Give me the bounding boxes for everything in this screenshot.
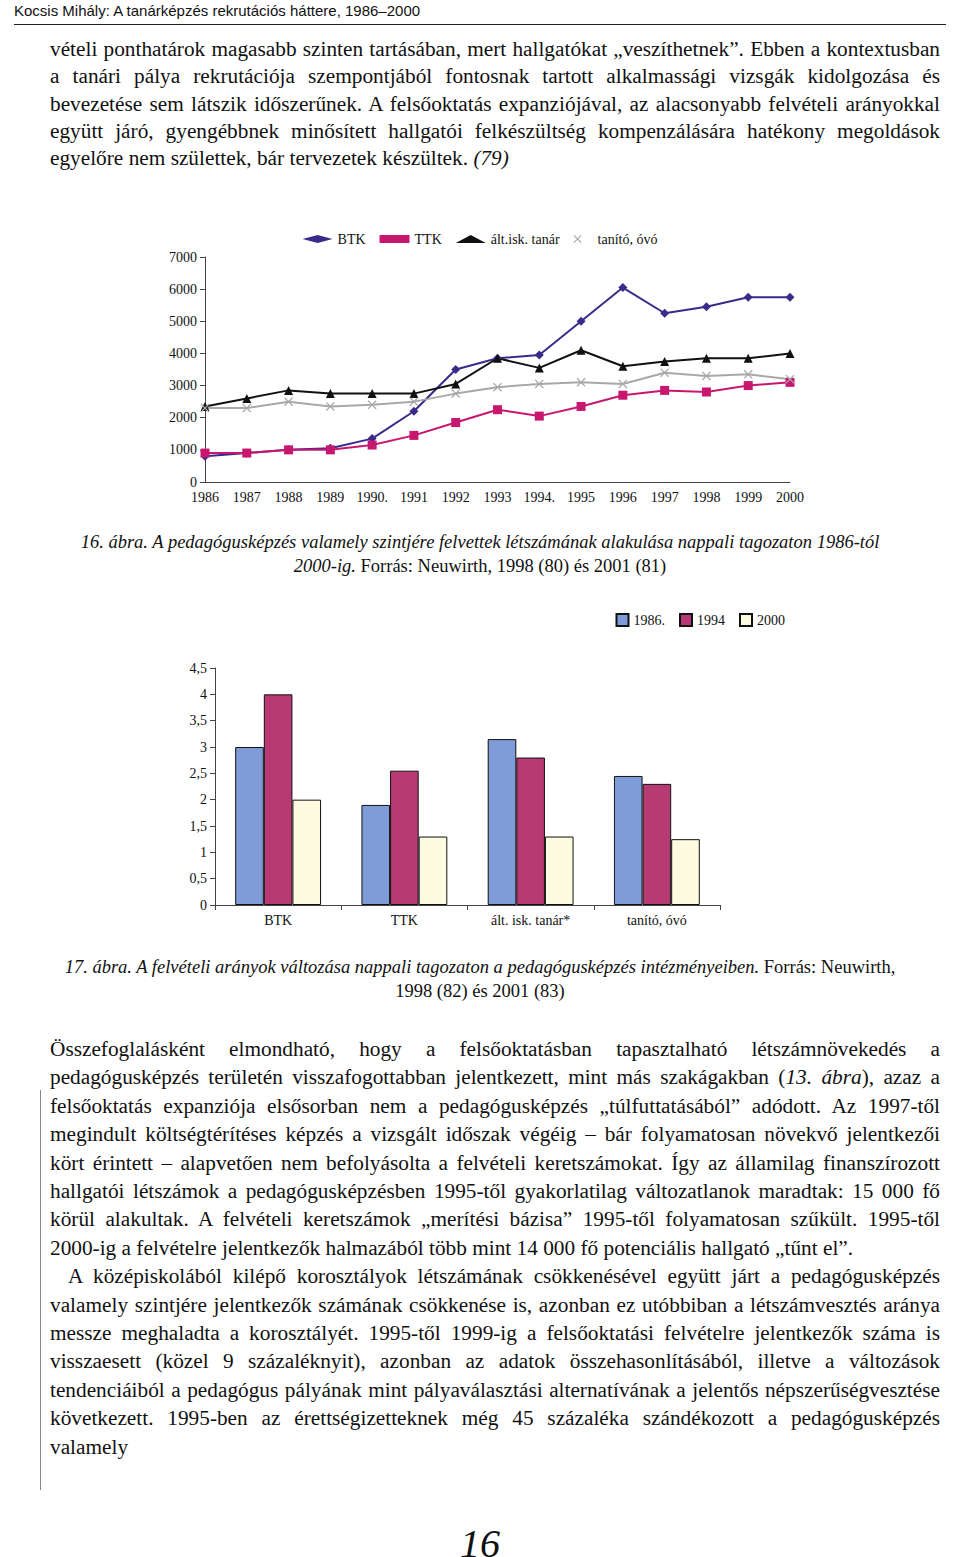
svg-text:2000: 2000 (776, 490, 804, 505)
svg-text:4: 4 (200, 687, 207, 702)
svg-text:1,5: 1,5 (190, 819, 208, 834)
html-text:vételi ponthatárok magasabb sz: vételi ponthatárok magasabb szinten tart… (50, 37, 940, 171)
svg-text:0: 0 (200, 898, 207, 913)
svg-text:1996: 1996 (609, 490, 637, 505)
svg-text:1989: 1989 (316, 490, 344, 505)
svg-text:0,5: 0,5 (190, 871, 208, 886)
svg-text:1990.: 1990. (356, 490, 388, 505)
svg-text:1986.: 1986. (634, 613, 666, 628)
svg-text:1998: 1998 (692, 490, 720, 505)
svg-text:1992: 1992 (442, 490, 470, 505)
svg-text:1999: 1999 (734, 490, 762, 505)
html-text:Kocsis Mihály: A tanárképzés r: Kocsis Mihály: A tanárképzés rekrutációs… (14, 2, 421, 19)
svg-text:1993: 1993 (484, 490, 512, 505)
svg-text:1997: 1997 (651, 490, 679, 505)
svg-text:1: 1 (200, 845, 207, 860)
svg-text:3000: 3000 (169, 378, 197, 393)
svg-text:1987: 1987 (233, 490, 261, 505)
svg-text:5000: 5000 (169, 314, 197, 329)
svg-text:2000: 2000 (169, 410, 197, 425)
svg-text:1988: 1988 (275, 490, 303, 505)
svg-text:6000: 6000 (169, 282, 197, 297)
svg-text:1986: 1986 (191, 490, 219, 505)
html-text:16. ábra. A pedagógusképzés va: 16. ábra. A pedagógusképzés valamely szi… (80, 532, 880, 576)
svg-text:7000: 7000 (169, 250, 197, 265)
svg-text:3: 3 (200, 740, 207, 755)
svg-text:1991: 1991 (400, 490, 428, 505)
svg-text:4000: 4000 (169, 346, 197, 361)
svg-text:2000: 2000 (757, 613, 785, 628)
svg-text:ált. isk. tanár*: ált. isk. tanár* (491, 913, 570, 928)
html-text:Összefoglalásként elmondható,: Összefoglalásként elmondható, hogy a fel… (50, 1037, 940, 1260)
svg-text:2,5: 2,5 (190, 766, 208, 781)
svg-text:4,5: 4,5 (190, 661, 208, 676)
svg-text:tanító, óvó: tanító, óvó (627, 913, 687, 928)
svg-text:3,5: 3,5 (190, 713, 208, 728)
svg-text:2: 2 (200, 792, 207, 807)
svg-text:1994.: 1994. (524, 490, 556, 505)
html-text:A középiskolából kilépő korosz: A középiskolából kilépő korosztályok lét… (50, 1264, 940, 1459)
svg-text:ált.isk. tanár: ált.isk. tanár (491, 232, 560, 247)
svg-text:1995: 1995 (567, 490, 595, 505)
svg-text:TTK: TTK (391, 913, 418, 928)
svg-text:tanító, óvó: tanító, óvó (598, 232, 658, 247)
svg-text:TTK: TTK (415, 232, 442, 247)
html-text:17. ábra. A felvételi arányok: 17. ábra. A felvételi arányok változása … (64, 957, 896, 1001)
svg-text:0: 0 (190, 475, 197, 490)
svg-text:BTK: BTK (338, 232, 366, 247)
svg-text:BTK: BTK (264, 913, 292, 928)
svg-text:1000: 1000 (169, 442, 197, 457)
svg-text:1994: 1994 (697, 613, 725, 628)
